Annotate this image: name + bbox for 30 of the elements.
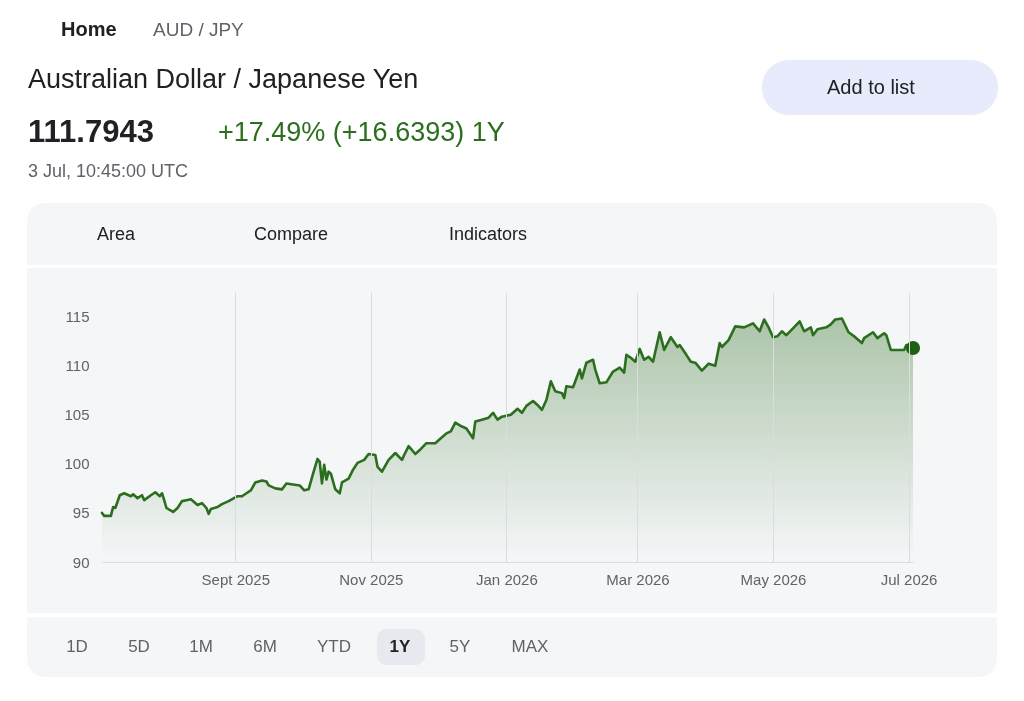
text: 1M	[189, 637, 213, 656]
y-tick-label: 90	[72, 553, 90, 571]
text: +17.49% (+16.6393) 1Y	[218, 117, 505, 147]
text: AUD / JPY	[153, 19, 245, 40]
text: 6M	[253, 637, 277, 656]
text: Home	[61, 18, 117, 40]
text: Indicators	[449, 224, 528, 244]
y-tick-label: 100	[64, 455, 90, 473]
x-tick-label: Nov 2025	[339, 570, 404, 588]
x-tick-label: Sept 2025	[201, 570, 271, 588]
x-tick-label: Jul 2026	[880, 570, 938, 588]
text: MAX	[511, 637, 549, 656]
text: 1Y	[389, 637, 412, 656]
x-tick-label: Jan 2026	[476, 570, 538, 588]
y-tick-label: 110	[65, 357, 90, 375]
text: YTD	[317, 637, 351, 656]
y-tick-label: 95	[72, 504, 90, 522]
text: 5Y	[449, 637, 471, 656]
x-tick-label: Mar 2026	[606, 570, 670, 588]
x-tick-label: May 2026	[740, 570, 807, 588]
chart-title: Australian Dollar / Japanese Yen	[28, 64, 419, 94]
text: 3 Jul, 10:45:00 UTC	[28, 161, 189, 181]
y-tick-label: 105	[64, 406, 90, 424]
y-tick-label: 115	[65, 308, 90, 326]
text: Area	[97, 224, 137, 244]
text: Compare	[254, 224, 329, 244]
text: 1D	[66, 637, 88, 656]
text: Add to list	[827, 76, 916, 98]
text: 111.7943	[28, 114, 154, 149]
text: 5D	[128, 637, 150, 656]
